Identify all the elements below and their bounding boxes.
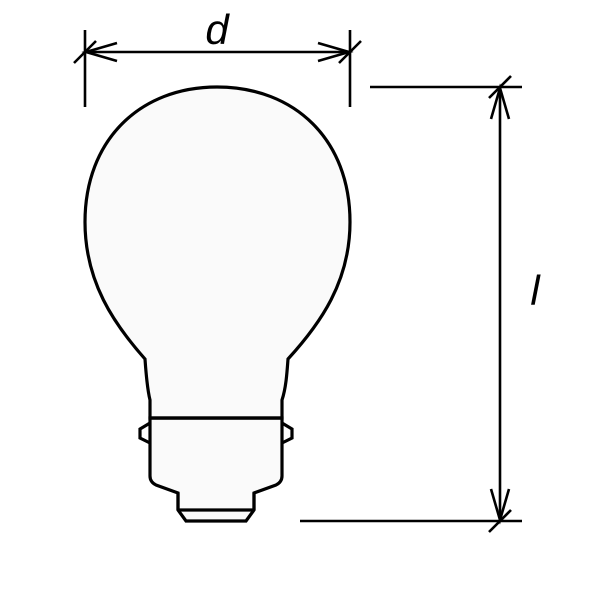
- dim-d-label: d: [205, 6, 230, 53]
- bulb-dimension-diagram: d l: [0, 0, 600, 600]
- bulb-base: [150, 418, 282, 521]
- dim-l-label: l: [530, 267, 541, 314]
